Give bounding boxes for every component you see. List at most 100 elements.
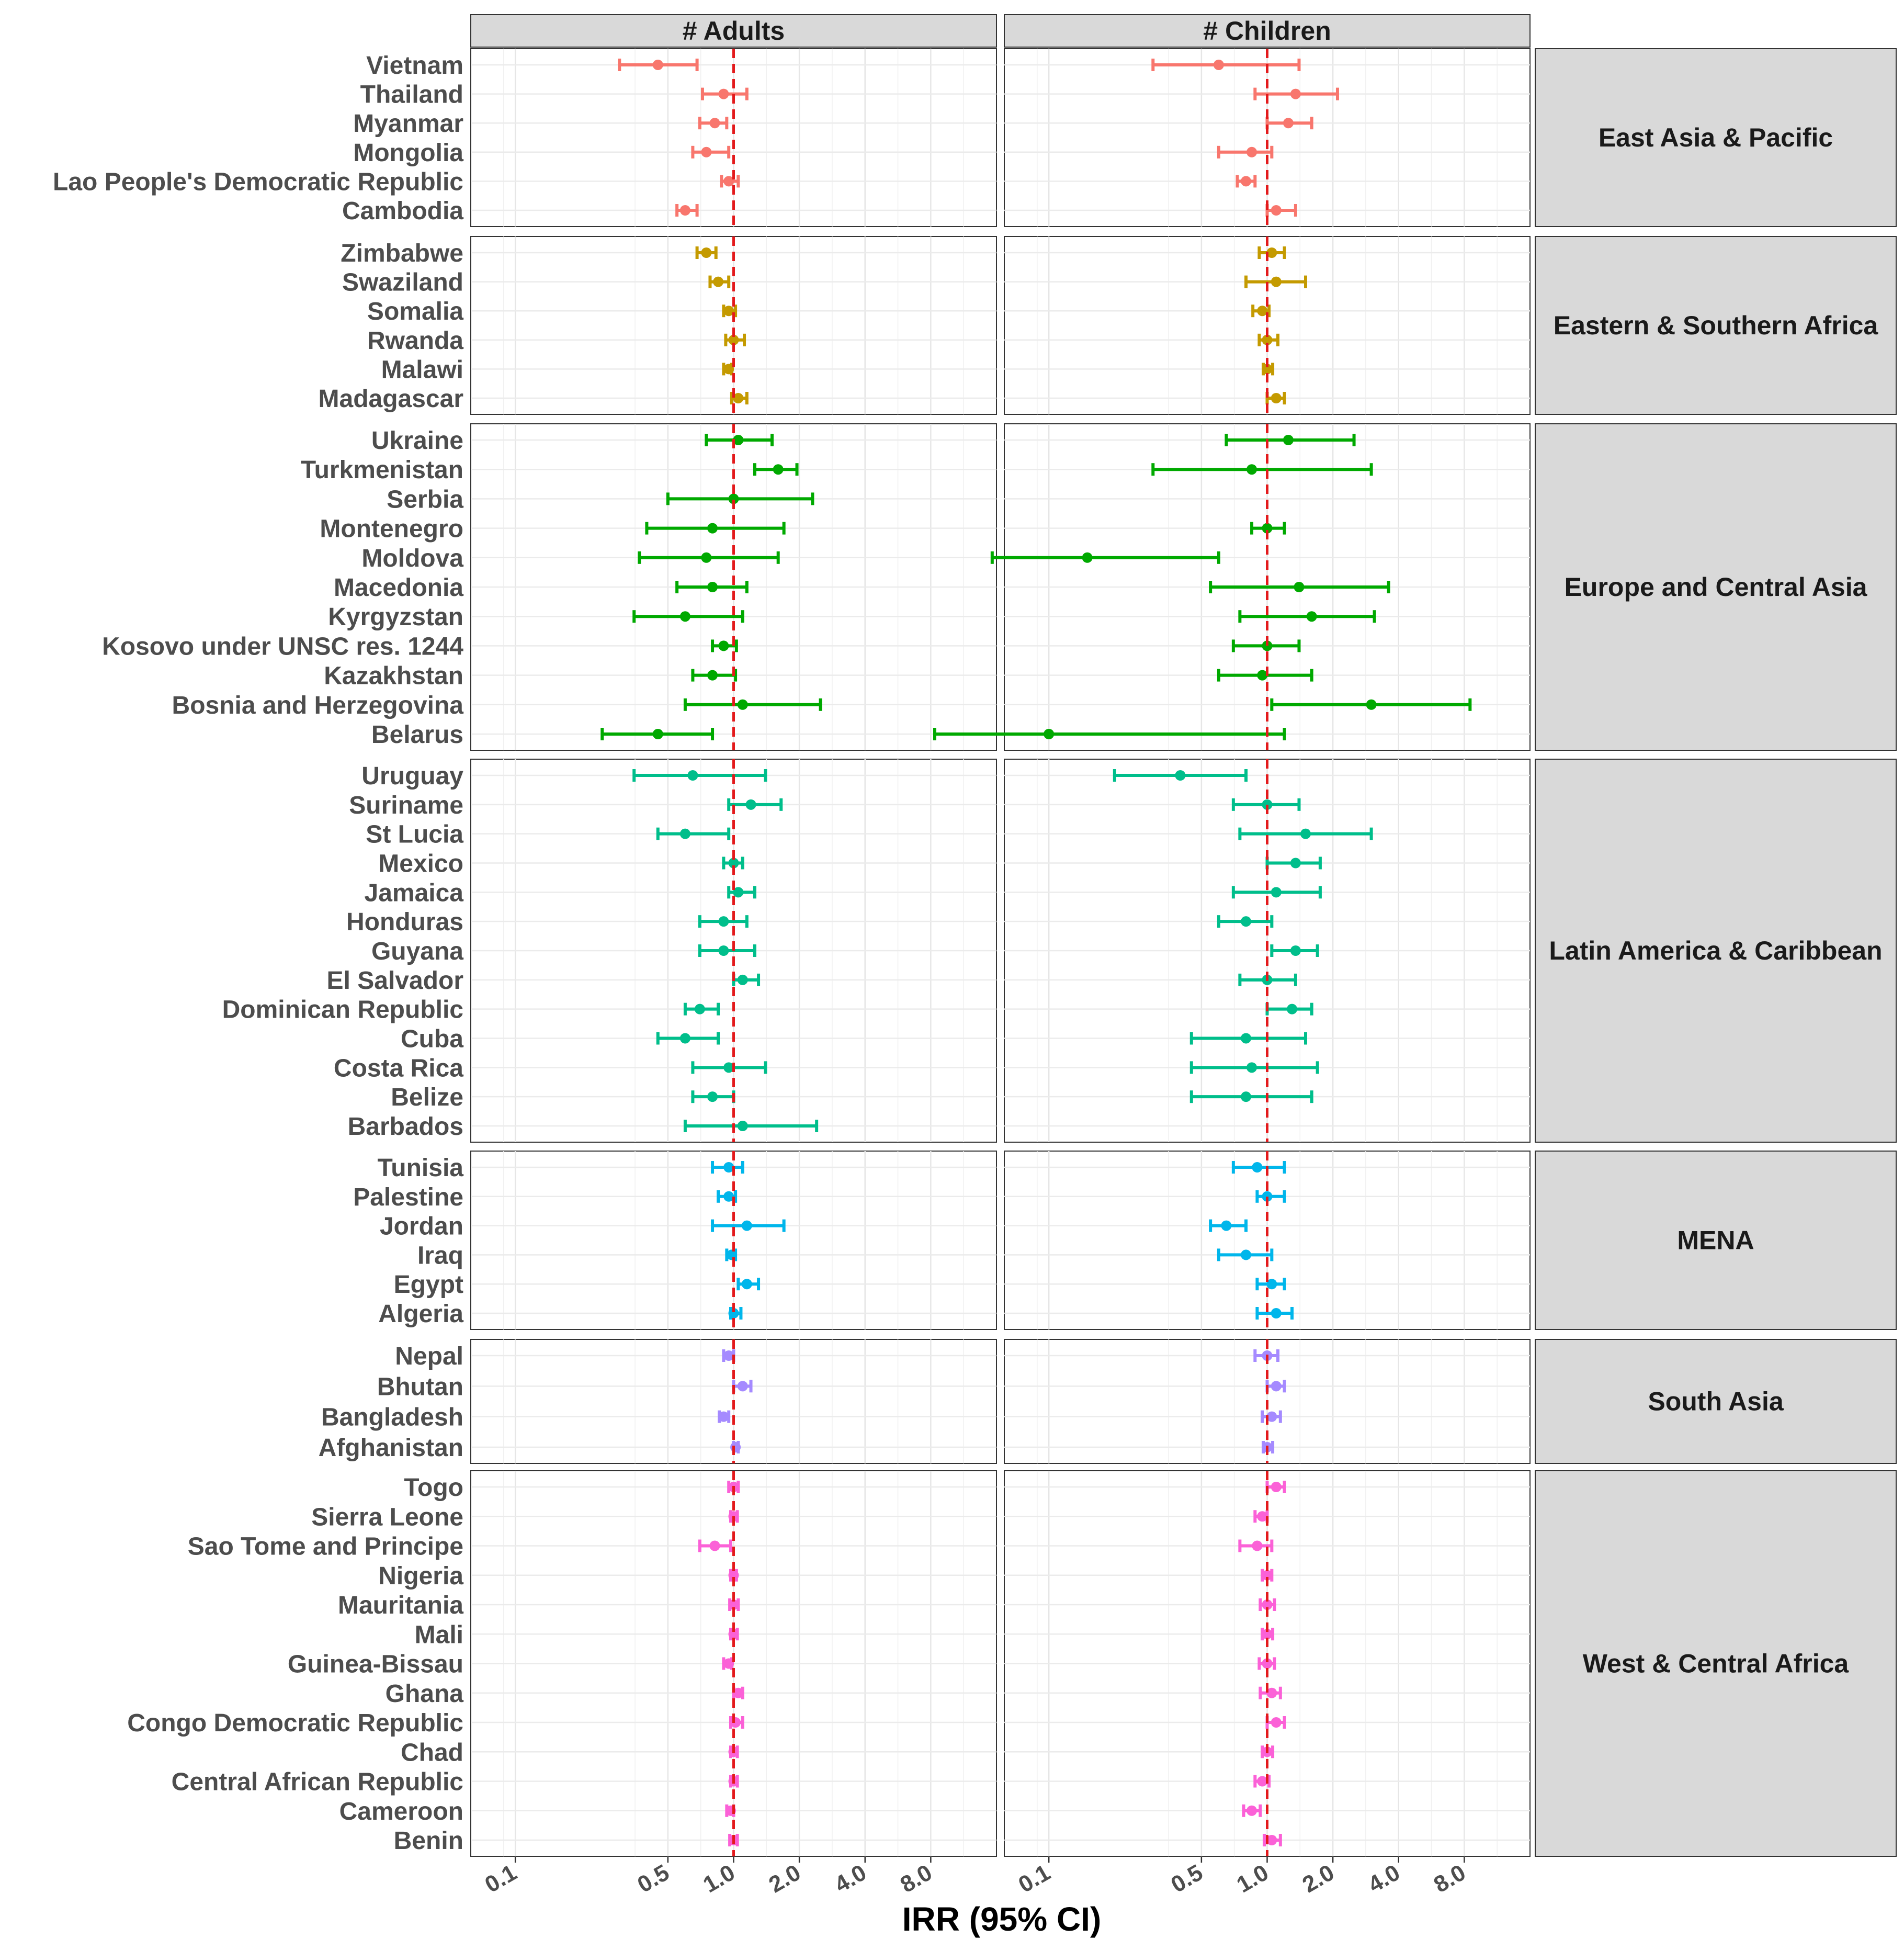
region-strip (1535, 423, 1897, 751)
country-label: Benin (394, 1827, 463, 1855)
point-estimate (1271, 205, 1282, 216)
country-label: Togo (404, 1474, 463, 1502)
point-estimate (1044, 729, 1055, 739)
region-strip-label: Latin America & Caribbean (1549, 936, 1882, 965)
column-header-children (1004, 14, 1531, 48)
point-estimate (733, 1687, 744, 1698)
country-label: Jamaica (365, 879, 464, 907)
point-estimate (1252, 1162, 1263, 1173)
point-estimate (694, 1004, 705, 1015)
point-estimate (679, 828, 690, 839)
point-estimate (1266, 1835, 1277, 1845)
point-estimate (730, 1442, 741, 1452)
region-strip-label: Eastern & Southern Africa (1554, 311, 1879, 340)
country-label: Rwanda (367, 327, 463, 355)
point-estimate (728, 1599, 739, 1610)
point-estimate (1271, 276, 1282, 287)
country-label: Algeria (378, 1300, 463, 1328)
x-tick-label: 8.0 (1430, 1859, 1470, 1898)
point-estimate (745, 799, 756, 810)
point-estimate (701, 247, 712, 258)
point-estimate (1266, 247, 1277, 258)
region-strip (1535, 1151, 1897, 1330)
point-estimate (1257, 1511, 1268, 1522)
point-estimate (723, 1062, 734, 1073)
x-tick-label: 4.0 (1364, 1859, 1404, 1898)
point-estimate (679, 1033, 690, 1044)
point-estimate (707, 1091, 718, 1102)
x-tick-label: 2.0 (765, 1859, 805, 1898)
point-estimate (728, 858, 739, 869)
point-estimate (773, 464, 784, 475)
region-strip-label: East Asia & Pacific (1599, 123, 1833, 152)
point-estimate (737, 1121, 748, 1131)
point-estimate (1241, 1033, 1252, 1044)
country-label: Serbia (387, 486, 463, 513)
country-label: Macedonia (334, 574, 463, 602)
country-label: Kosovo under UNSC res. 1244 (102, 633, 463, 660)
country-label: Nigeria (378, 1562, 463, 1590)
country-label: Central African Republic (172, 1768, 463, 1796)
point-estimate (687, 770, 698, 781)
point-estimate (1266, 1687, 1277, 1698)
point-estimate (1271, 1717, 1282, 1728)
country-label: Bangladesh (321, 1404, 463, 1431)
point-estimate (1221, 1220, 1232, 1231)
country-label: Vietnam (366, 52, 463, 80)
point-estimate (1271, 887, 1282, 898)
point-estimate (733, 435, 744, 445)
country-label: Chad (401, 1739, 463, 1766)
point-estimate (1262, 1658, 1273, 1669)
country-label: Guinea-Bissau (288, 1651, 463, 1678)
point-estimate (1262, 364, 1273, 375)
point-estimate (1271, 1381, 1282, 1392)
point-estimate (652, 729, 663, 739)
point-estimate (728, 493, 739, 504)
x-tick-label: 0.5 (1166, 1859, 1207, 1898)
column-header-label: # Children (1203, 16, 1331, 46)
region-strip (1535, 48, 1897, 227)
point-estimate (1290, 88, 1301, 99)
x-tick-label: 0.5 (633, 1859, 673, 1898)
point-estimate (1213, 60, 1224, 70)
point-estimate (1262, 1191, 1273, 1202)
point-estimate (728, 1308, 739, 1318)
point-estimate (1366, 699, 1377, 710)
point-estimate (1241, 1091, 1252, 1102)
point-estimate (723, 1658, 734, 1669)
country-label: Madagascar (319, 385, 463, 413)
x-tick-label: 0.1 (481, 1859, 521, 1898)
point-estimate (1262, 334, 1273, 345)
country-label: Zimbabwe (341, 240, 463, 267)
country-label: Turkmenistan (301, 456, 463, 484)
country-label: Belize (391, 1084, 463, 1111)
x-tick-label: 8.0 (896, 1859, 936, 1898)
point-estimate (1241, 916, 1252, 927)
country-label: Cameroon (339, 1798, 463, 1825)
country-label: Palestine (353, 1183, 463, 1211)
point-estimate (1290, 858, 1301, 869)
point-estimate (1241, 176, 1252, 187)
point-estimate (1290, 945, 1301, 956)
country-label: Swaziland (342, 269, 463, 297)
country-label: Kazakhstan (324, 662, 463, 690)
point-estimate (718, 1411, 729, 1422)
point-estimate (1262, 799, 1273, 810)
column-header-adults (470, 14, 997, 48)
country-label: Belarus (371, 721, 463, 749)
country-label: Iraq (417, 1242, 463, 1269)
country-label: Dominican Republic (222, 996, 463, 1024)
point-estimate (723, 306, 734, 317)
point-estimate (728, 1570, 739, 1581)
x-axis-title: IRR (95% CI) (902, 1900, 1102, 1938)
point-estimate (709, 118, 720, 129)
point-estimate (707, 670, 718, 681)
country-label: Cambodia (342, 197, 463, 225)
region-strip (1535, 1470, 1897, 1857)
country-label: Mexico (378, 850, 463, 878)
point-estimate (701, 552, 712, 563)
country-label: Bosnia and Herzegovina (172, 692, 464, 719)
point-estimate (701, 146, 712, 157)
country-label: Sierra Leone (311, 1503, 463, 1531)
